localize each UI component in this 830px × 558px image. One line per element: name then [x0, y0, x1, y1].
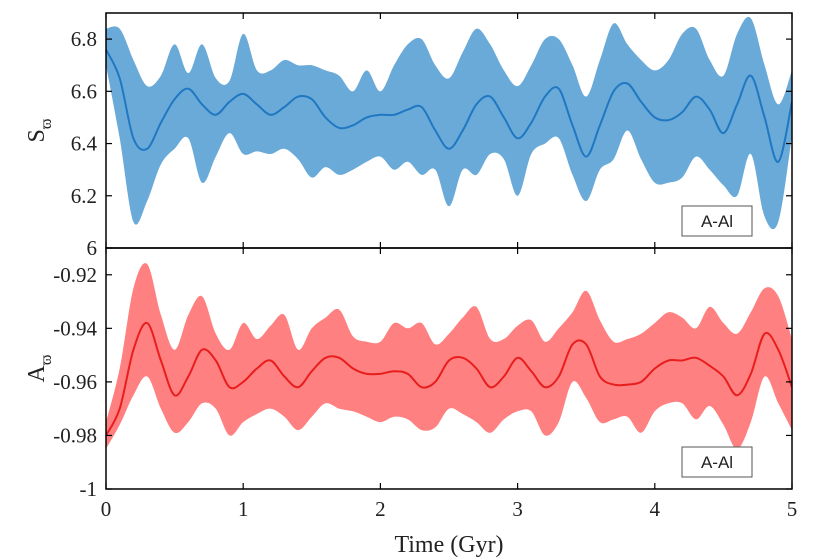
x-tick-label: 0 — [101, 497, 112, 521]
x-axis-title: Time (Gyr) — [394, 532, 503, 558]
y-axis-title-subscript: ϖ — [38, 119, 55, 130]
y-tick-label: 6 — [87, 236, 98, 260]
y-axis-title: Aϖ — [24, 355, 55, 383]
x-tick-label: 2 — [375, 497, 386, 521]
confidence-band — [106, 16, 792, 230]
x-tick-label: 3 — [512, 497, 523, 521]
plot-frame — [105, 247, 793, 490]
y-tick-label: -0.92 — [53, 263, 97, 287]
x-tick-label: 5 — [787, 497, 798, 521]
legend-label: A-Al — [701, 212, 733, 231]
y-tick-label: -0.98 — [53, 423, 97, 447]
top-panel: 6.2 6.4 6.6 6.8 6 Sϖ A-Al — [24, 12, 793, 260]
y-axis-title: Sϖ — [24, 119, 55, 143]
y-tick-label: 6.2 — [71, 184, 97, 208]
x-tick-label: 4 — [650, 497, 661, 521]
legend-box — [681, 205, 753, 237]
x-tick-label: 1 — [238, 497, 249, 521]
y-tick-label: -0.96 — [53, 370, 97, 394]
y-axis-title-main: A — [24, 364, 50, 382]
mean-line — [106, 321, 792, 436]
y-tick-label: -0.94 — [53, 316, 97, 340]
legend-box — [681, 446, 753, 478]
y-tick-label: -1 — [80, 477, 98, 501]
y-tick-label: 6.8 — [71, 27, 97, 51]
y-tick-label: 6.4 — [71, 132, 98, 156]
mean-line — [106, 49, 792, 163]
legend-label: A-Al — [701, 453, 733, 472]
y-tick-label: 6.6 — [71, 79, 97, 103]
bottom-panel: -1 -0.98 -0.96 -0.94 -0.92 0 1 2 3 4 5 Aϖ A-Al — [24, 247, 798, 521]
y-axis-title-subscript: ϖ — [38, 355, 55, 366]
confidence-band — [106, 263, 792, 449]
y-axis-title-main: S — [24, 129, 50, 142]
